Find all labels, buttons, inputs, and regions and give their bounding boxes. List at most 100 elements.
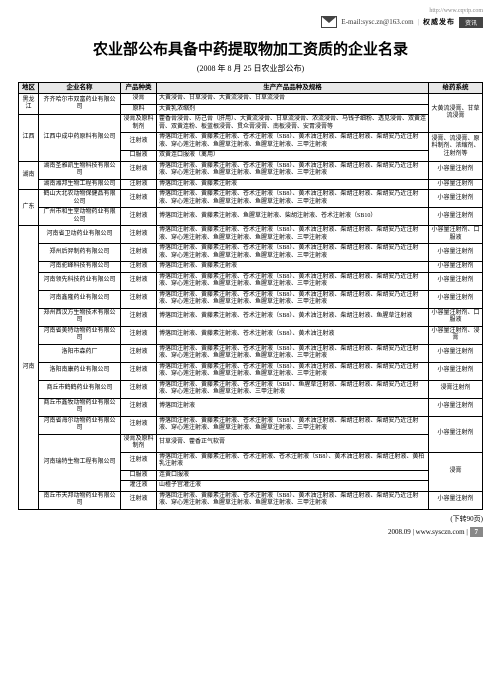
cell-region: 广东	[19, 190, 39, 226]
table-row: 郑州后羿制药有限公司注射液博落回注射液、黄藤素注射液、苍术注射液（SB8）、黄术…	[19, 244, 483, 262]
page-title: 农业部公布具备中药提取物加工资质的企业名录	[18, 38, 483, 59]
cell-route: 小容量注射剂、口服液	[429, 308, 483, 326]
cell-company: 河南瑞特生物工程有限公司	[39, 434, 121, 491]
col-region: 地区	[19, 83, 39, 94]
table-row: 广东鹤山大北农动物保健品有限公司注射液博落回注射液、黄藤素注射液、苍术注射液（S…	[19, 190, 483, 208]
cell-type: 注射液	[121, 398, 157, 416]
cell-products: 博落回注射液、黄藤素注射液、苍术注射液（SB8）、黄术油注射液、柴胡注射液、柴胡…	[157, 362, 429, 380]
source-url: http://www.cqvip.com	[18, 8, 483, 14]
cell-route: 小容量注射剂	[429, 262, 483, 273]
cell-company: 商丘市鑫牧动物药业有限公司	[39, 398, 121, 416]
brand-box: 资讯	[459, 17, 483, 28]
cell-type: 注射液	[121, 380, 157, 398]
cell-company: 郑州西汉方生物技术有限公司	[39, 308, 121, 326]
cell-products: 双黄连口服液（禽用）	[157, 151, 429, 162]
cell-route: 小容量注射剂	[429, 244, 483, 262]
cell-type: 注射液	[121, 416, 157, 434]
cell-route: 小容量注射剂	[429, 272, 483, 290]
col-route: 给药系统	[429, 83, 483, 94]
table-row: 商丘市鑫牧动物药业有限公司注射液博落回注射液小容量注射剂	[19, 398, 483, 416]
cell-company: 河南省美特动物药业有限公司	[39, 326, 121, 344]
table-row: 河南领先科技药业有限公司注射液博落回注射液、黄藤素注射液、苍术注射液（SB8）、…	[19, 272, 483, 290]
table-row: 河南驼峰科技有限公司注射液博落回注射液、黄藤素注射液小容量注射剂	[19, 262, 483, 273]
cell-route: 小容量注射剂、口服液	[429, 226, 483, 244]
cell-products: 藿香膏浸膏、防己膏（肝用）、大黄流浸膏、甘草流浸膏、浓流浸膏、马钱子细粉、透见浸…	[157, 115, 429, 133]
cell-type: 注射液	[121, 262, 157, 273]
table-row: 湖南湘邦生物工程有限公司注射液博落回注射液、黄藤素注射液小容量注射剂	[19, 179, 483, 190]
cell-route: 小容量注射剂	[429, 208, 483, 226]
cell-company: 河南鑫隆药业有限公司	[39, 290, 121, 308]
table-row: 河南省美特动物药业有限公司注射液博落回注射液、黄藤素注射液、苍术注射液（SB8）…	[19, 326, 483, 344]
cell-type: 注射液	[121, 161, 157, 179]
cell-company: 湖南湘邦生物工程有限公司	[39, 179, 121, 190]
cell-route: 浸膏注射剂	[429, 380, 483, 398]
col-type: 产品种类	[121, 83, 157, 94]
cell-products: 博落回注射液、黄藤素注射液、苍术注射液（SB8）、黄术油注射液、柴胡注射液、柴胡…	[157, 416, 429, 434]
cell-region: 江西	[19, 115, 39, 162]
cell-company: 河南省卫动药业有限公司	[39, 226, 121, 244]
cell-company: 齐齐哈尔市双富药业有限公司	[39, 94, 121, 115]
table-row: 河南鑫隆药业有限公司注射液博落回注射液、黄藤素注射液、苍术注射液（SB8）、黄术…	[19, 290, 483, 308]
cell-products: 连黄口服液	[157, 470, 429, 481]
cell-type: 注射液	[121, 344, 157, 362]
cell-company: 洛阳南康药业有限公司	[39, 362, 121, 380]
cell-products: 博落回注射液、黄藤素注射液、苍术注射液（SB8）、黄术油注射液、柴胡注射液、柴胡…	[157, 226, 429, 244]
cell-products: 博落回注射液	[157, 398, 429, 416]
cell-company: 江西中成中药原料有限公司	[39, 115, 121, 162]
table-row: 郑州西汉方生物技术有限公司注射液博落回注射液、黄藤素注射液、苍术注射液（SB8）…	[19, 308, 483, 326]
cell-type: 注射液	[121, 272, 157, 290]
cell-route: 小容量注射剂	[429, 362, 483, 380]
footer: (下转90页)	[18, 514, 483, 524]
separator: |	[418, 18, 419, 26]
page-number: 7	[470, 527, 484, 537]
table-row: 洛阳南康药业有限公司注射液博落回注射液、黄藤素注射液、苍术注射液（SB8）、黄术…	[19, 362, 483, 380]
cell-type: 注射液	[121, 179, 157, 190]
cell-company: 商丘市鹤鹤药业有限公司	[39, 380, 121, 398]
cell-route: 大黄流浸膏、甘草流浸膏	[429, 94, 483, 133]
cell-type: 灌注液	[121, 481, 157, 492]
cell-products: 博落回注射液、黄藤素注射液、鱼腥草注射液、柴胡注射液、苍术注射液（SB10）	[157, 208, 429, 226]
cell-region: 湖南	[19, 161, 39, 190]
cell-type: 注射液	[121, 362, 157, 380]
cell-route: 小容量注射剂	[429, 161, 483, 179]
table-row: 黑龙江齐齐哈尔市双富药业有限公司浸膏大黄浸膏、甘草浸膏、大黄流浸膏、甘草流浸膏大…	[19, 94, 483, 105]
cell-type: 注射液	[121, 244, 157, 262]
cell-type: 注射液	[121, 326, 157, 344]
cell-products: 大黄乳浓缩剂	[157, 104, 429, 115]
cell-type: 注射液	[121, 133, 157, 151]
table-row: 江西江西中成中药原料有限公司浸膏及原料制剂藿香膏浸膏、防己膏（肝用）、大黄流浸膏…	[19, 115, 483, 133]
envelope-icon	[321, 16, 337, 28]
cell-products: 博落回注射液、黄藤素注射液、苍术注射液（SB8）、黄术油注射液、柴胡注射液、柴胡…	[157, 161, 429, 179]
cell-route: 小容量注射剂	[429, 416, 483, 452]
table-row: 河南瑞特生物工程有限公司浸膏及原料制剂甘草浸膏、藿香正气软膏	[19, 434, 483, 452]
enterprise-table: 地区 企业名称 产品种类 生产产品品种及规格 给药系统 黑龙江齐齐哈尔市双富药业…	[18, 82, 483, 510]
cell-route: 小容量注射剂	[429, 491, 483, 509]
cell-products: 博落回注射液、黄藤素注射液、苍术注射液（SB8）、黄术油注射液、柴胡注射液、柴胡…	[157, 290, 429, 308]
col-products: 生产产品品种及规格	[157, 83, 429, 94]
page-subtitle: (2008 年 8 月 25 日农业部公布)	[18, 63, 483, 74]
cell-type: 注射液	[121, 190, 157, 208]
cell-products: 甘草浸膏、藿香正气软膏	[157, 434, 429, 452]
cell-route: 小容量注射剂	[429, 179, 483, 190]
cell-products: 大黄浸膏、甘草浸膏、大黄流浸膏、甘草流浸膏	[157, 94, 429, 105]
table-row: 河南省海尔动物药业有限公司注射液博落回注射液、黄藤素注射液、苍术注射液（SB8）…	[19, 416, 483, 434]
cell-company: 洛阳市森药厂	[39, 344, 121, 362]
cell-company: 湖南圣雅凯生物科技有限公司	[39, 161, 121, 179]
brand-label: 权威发布	[423, 17, 455, 27]
cell-company: 郑州后羿制药有限公司	[39, 244, 121, 262]
table-row: 湖南湖南圣雅凯生物科技有限公司注射液博落回注射液、黄藤素注射液、苍术注射液（SB…	[19, 161, 483, 179]
table-row: 广州市和生堂动物药业有限公司注射液博落回注射液、黄藤素注射液、鱼腥草注射液、柴胡…	[19, 208, 483, 226]
cell-products: 博落回注射液、黄藤素注射液、苍术注射液（SB8）、黄术油注射液、柴胡注射液、柴胡…	[157, 190, 429, 208]
cell-products: 博落回注射液、黄藤素注射液、苍术注射液（SB8）、黄术油注射液、柴胡注射液、鱼腥…	[157, 308, 429, 326]
cell-company: 河南领先科技药业有限公司	[39, 272, 121, 290]
cell-type: 原料	[121, 104, 157, 115]
cell-products: 博落回注射液、黄藤素注射液、苍术注射液（SB8）、鱼腥草注射液、柴胡注射液、柴胡…	[157, 380, 429, 398]
cell-products: 博落回注射液、黄藤素注射液、苍术注射液（SB8）、黄术油注射液、柴胡注射液、柴胡…	[157, 344, 429, 362]
cell-route: 小容量注射剂、浸膏	[429, 326, 483, 344]
cell-type: 口服液	[121, 151, 157, 162]
cell-region: 黑龙江	[19, 94, 39, 115]
cell-type: 注射液	[121, 491, 157, 509]
cell-type: 口服液	[121, 470, 157, 481]
cell-route: 浸膏	[429, 452, 483, 491]
footer-site: www.sysczn.com	[416, 528, 465, 536]
